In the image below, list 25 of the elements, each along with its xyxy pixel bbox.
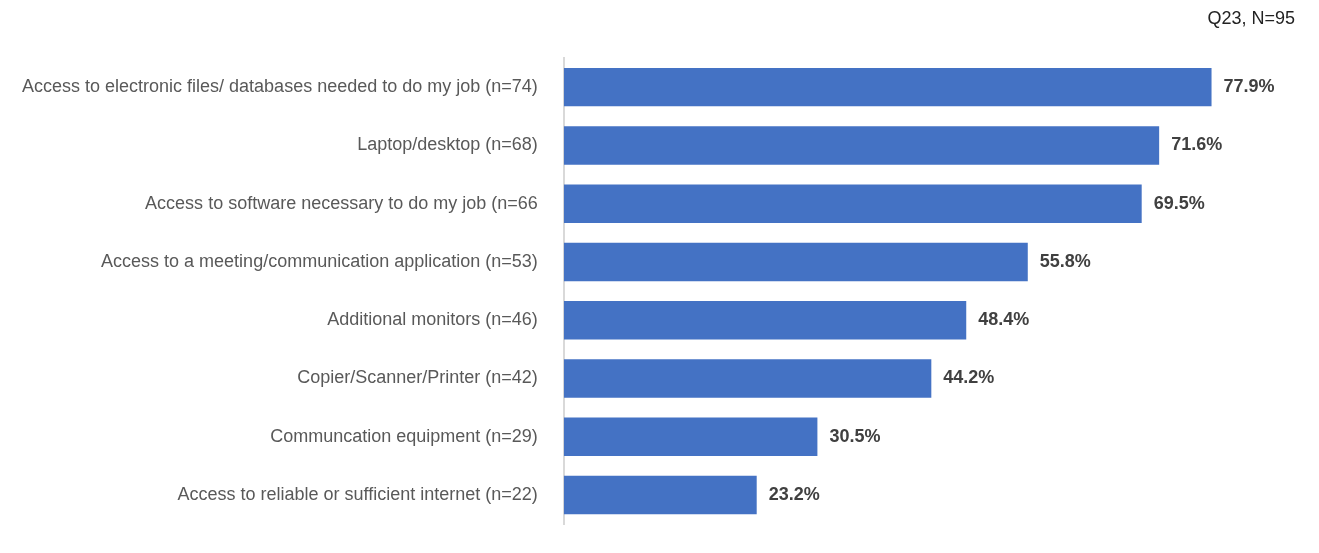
data-label: 55.8% <box>1039 250 1091 271</box>
y-tick-label: Communcation equipment (n=29) <box>270 425 538 446</box>
y-tick-label: Copier/Scanner/Printer (n=42) <box>297 367 538 388</box>
y-tick-label: Additional monitors (n=46) <box>327 309 538 330</box>
bar <box>563 184 1142 223</box>
y-tick-label: Access to a meeting/communication application (n=53) <box>101 250 538 271</box>
bar <box>563 242 1028 282</box>
y-tick-label: Laptop/desktop (n=68) <box>357 134 538 155</box>
data-label: 30.5% <box>829 425 881 446</box>
data-label: 69.5% <box>1153 192 1205 213</box>
data-label: 48.4% <box>978 309 1030 330</box>
bar <box>563 475 757 515</box>
data-label: 23.2% <box>768 484 820 505</box>
bar <box>563 359 932 398</box>
y-tick-label: Access to electronic files/ databases needed to do my job (n=74) <box>22 76 538 97</box>
data-label: 71.6% <box>1171 134 1223 155</box>
data-label: 77.9% <box>1223 76 1275 97</box>
bar <box>563 67 1212 107</box>
data-label: 44.2% <box>943 367 995 388</box>
bar <box>563 417 818 457</box>
y-tick-label: Access to software necessary to do my job (n=66 <box>145 192 538 213</box>
y-tick-label: Access to reliable or sufficient internet (n=22) <box>177 484 538 505</box>
bar <box>563 126 1160 165</box>
text: Q23, N=95 <box>1207 8 1295 29</box>
bar <box>563 301 967 340</box>
